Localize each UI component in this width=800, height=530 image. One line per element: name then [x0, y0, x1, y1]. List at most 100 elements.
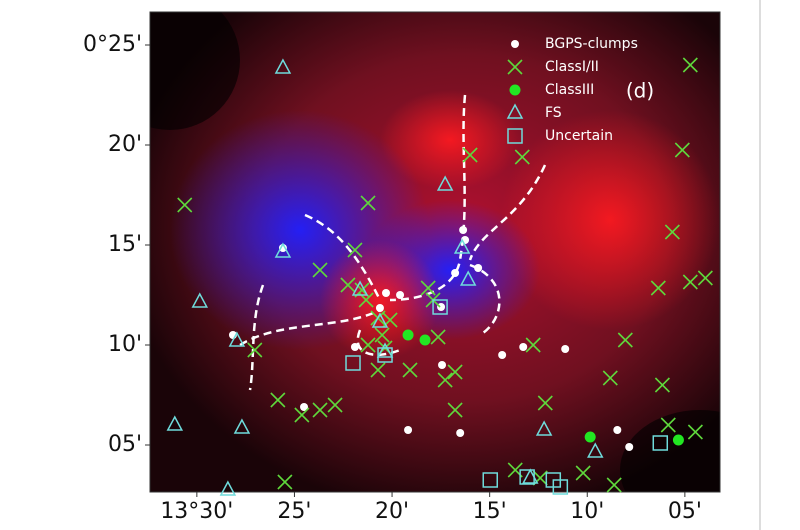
- point: [453, 238, 471, 254]
- point: [327, 397, 343, 413]
- point: [340, 277, 356, 293]
- point: [498, 351, 507, 359]
- point: [402, 329, 414, 341]
- x-tick-label: 15': [473, 499, 507, 524]
- point: [519, 343, 528, 351]
- point: [625, 443, 634, 451]
- point: [278, 244, 287, 252]
- legend-label: ClassI/II: [545, 59, 599, 75]
- point: [697, 270, 713, 286]
- point: [430, 329, 446, 345]
- x-tick-label: 05': [668, 499, 702, 524]
- point: [525, 337, 541, 353]
- point: [682, 274, 698, 290]
- point: [456, 429, 465, 437]
- y-tick-label: 05': [108, 432, 142, 457]
- point: [419, 334, 431, 346]
- y-tick-label: 15': [108, 232, 142, 257]
- point: [360, 195, 376, 211]
- legend-marker: [509, 84, 521, 96]
- point: [459, 270, 477, 286]
- point: [350, 343, 359, 351]
- y-tick-label: 0°25': [83, 32, 142, 57]
- point: [312, 402, 328, 418]
- point: [300, 403, 309, 411]
- point: [345, 355, 361, 371]
- point: [402, 362, 418, 378]
- point: [191, 292, 209, 308]
- point: [459, 226, 468, 234]
- point: [247, 342, 263, 358]
- point: [674, 142, 690, 158]
- point: [682, 57, 698, 73]
- point: [377, 347, 393, 363]
- point: [375, 304, 384, 312]
- point: [660, 417, 676, 433]
- point: [687, 424, 703, 440]
- point: [447, 364, 463, 380]
- point: [404, 426, 413, 434]
- point: [228, 331, 246, 347]
- marks: [166, 57, 713, 496]
- point: [437, 372, 453, 388]
- point: [617, 332, 633, 348]
- annotation: (d): [626, 79, 654, 103]
- legend-label: BGPS-clumps: [545, 36, 638, 52]
- x-tick-label: 25': [277, 499, 311, 524]
- point: [374, 327, 390, 343]
- point: [652, 435, 669, 451]
- point: [347, 242, 363, 258]
- point: [474, 264, 483, 272]
- point: [370, 362, 386, 378]
- point: [561, 345, 570, 353]
- point: [654, 377, 670, 393]
- y-tick-label: 10': [108, 332, 142, 357]
- x-tick-label: 10': [570, 499, 604, 524]
- point: [436, 175, 454, 191]
- point: [233, 418, 251, 434]
- point: [177, 197, 193, 213]
- point: [587, 442, 604, 458]
- point: [664, 224, 680, 240]
- legend: BGPS-clumps ClassI/II ClassIII FS Uncertain: [506, 36, 638, 144]
- point: [606, 477, 622, 493]
- point: [447, 402, 463, 418]
- x-tick-label: 20': [375, 499, 409, 524]
- point: [376, 342, 394, 358]
- point: [274, 58, 292, 74]
- point: [274, 242, 292, 258]
- legend-marker: [507, 59, 523, 75]
- point: [519, 469, 535, 485]
- point: [584, 431, 596, 443]
- point: [451, 269, 460, 277]
- legend-label: ClassIII: [545, 82, 594, 98]
- point: [672, 434, 684, 446]
- point: [420, 280, 436, 296]
- legend-label: Uncertain: [545, 128, 613, 144]
- point: [360, 337, 376, 353]
- legend-marker: [507, 128, 523, 144]
- point: [382, 289, 391, 297]
- legend-marker: [511, 40, 519, 48]
- point: [432, 299, 448, 315]
- point: [277, 474, 293, 490]
- point: [482, 472, 498, 488]
- point: [438, 361, 447, 369]
- point: [294, 407, 310, 423]
- y-tick-label: 20': [108, 132, 142, 157]
- x-tick-label: 13°30': [160, 499, 233, 524]
- point: [219, 480, 237, 496]
- legend-label: FS: [545, 105, 562, 121]
- point: [166, 415, 184, 431]
- point: [270, 392, 286, 408]
- plot-frame: [149, 11, 721, 493]
- legend-marker: [506, 103, 524, 119]
- point: [602, 370, 618, 386]
- point: [575, 465, 591, 481]
- point: [552, 479, 569, 495]
- point: [535, 420, 553, 436]
- point: [514, 149, 530, 165]
- point: [312, 262, 328, 278]
- point: [613, 426, 622, 434]
